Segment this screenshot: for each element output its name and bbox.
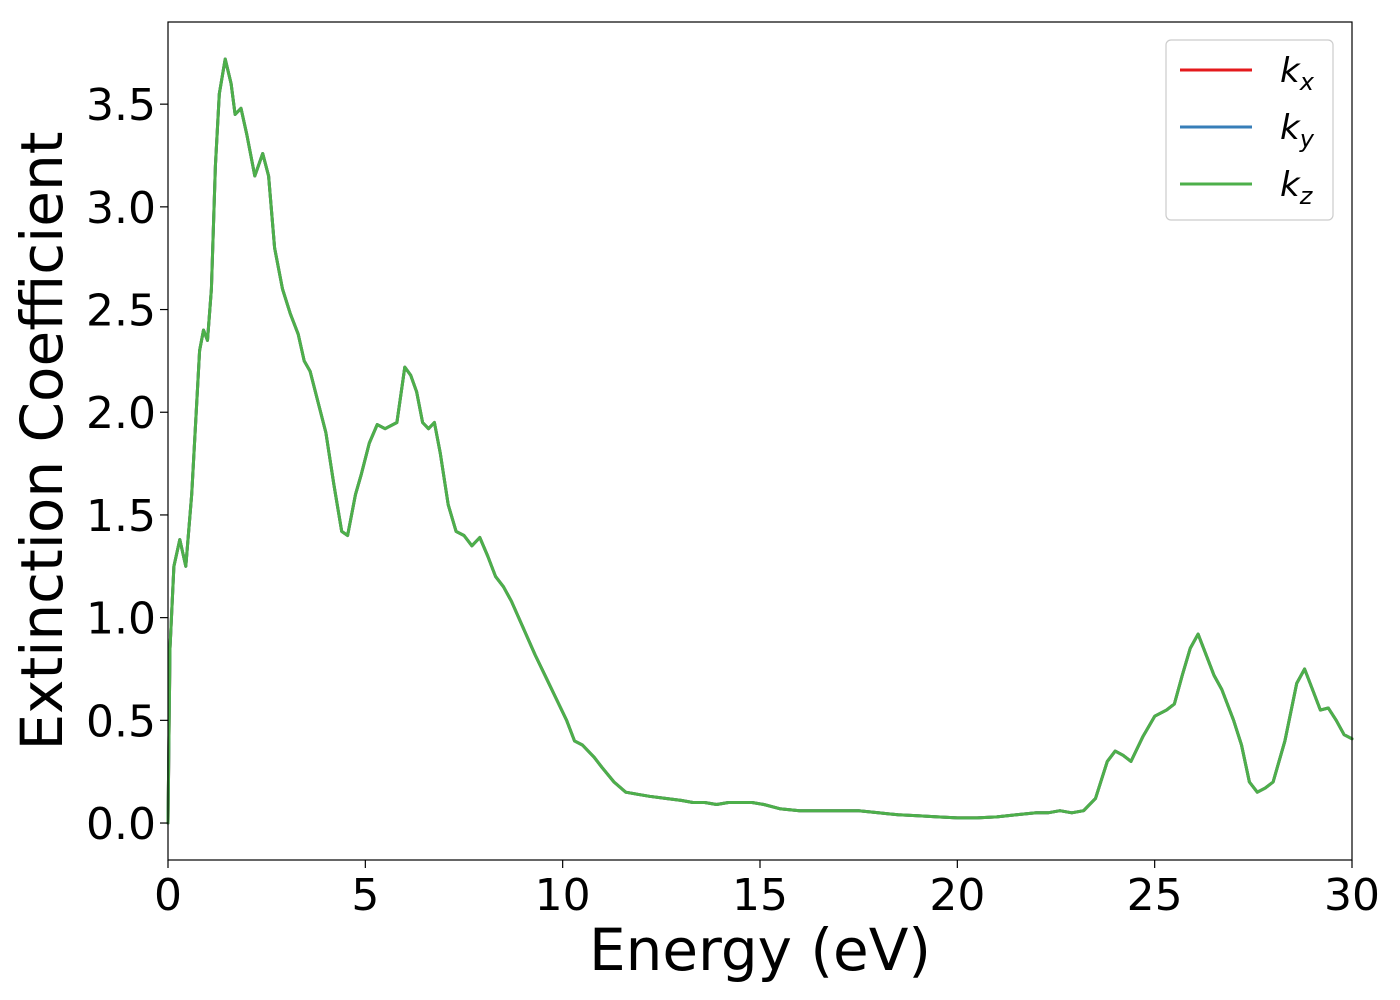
x-axis: 0 5 10 15 20 25 30 [154,860,1380,921]
series-line-kz [166,57,1354,825]
x-tick-label: 15 [732,870,788,921]
legend-label-ky: ky [1280,108,1315,153]
x-tick-label: 20 [929,870,985,921]
y-tick-label: 2.5 [86,286,156,337]
y-axis: 0.0 0.5 1.0 1.5 2.0 2.5 3.0 3.5 [86,80,168,850]
x-axis-title: Energy (eV) [589,916,931,984]
y-tick-label: 3.5 [86,80,156,131]
legend-box [1165,39,1334,221]
y-tick-label: 1.5 [86,491,156,542]
x-tick-label: 25 [1127,870,1183,921]
y-tick-label: 2.0 [86,388,156,439]
x-tick-label: 30 [1324,870,1380,921]
y-tick-label: 0.5 [86,696,156,747]
series-layer [166,57,1354,825]
y-tick-label: 0.0 [86,799,156,850]
legend-label-kz: kz [1280,165,1314,210]
x-tick-label: 5 [351,870,379,921]
y-axis-title: Extinction Coefficient [8,132,76,751]
legend-label-kx: kx [1280,51,1315,96]
y-tick-label: 3.0 [86,183,156,234]
y-tick-label: 1.0 [86,594,156,645]
legend: kx ky kz [1165,39,1334,221]
x-tick-label: 0 [154,870,182,921]
x-tick-label: 10 [535,870,591,921]
